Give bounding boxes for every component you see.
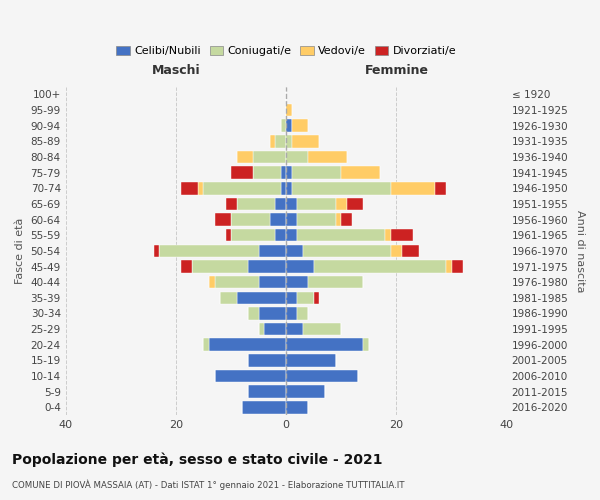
Bar [286, 276, 308, 288]
Bar [215, 214, 231, 226]
Bar [292, 120, 308, 132]
Text: Popolazione per età, sesso e stato civile - 2021: Popolazione per età, sesso e stato civil… [12, 452, 383, 467]
Bar [198, 182, 203, 194]
Bar [308, 276, 364, 288]
Bar [286, 135, 292, 147]
Bar [231, 214, 269, 226]
Bar [259, 276, 286, 288]
Bar [336, 214, 341, 226]
Bar [226, 229, 231, 241]
Bar [269, 135, 275, 147]
Bar [452, 260, 463, 273]
Bar [275, 198, 286, 210]
Text: Femmine: Femmine [364, 64, 428, 77]
Bar [248, 307, 259, 320]
Bar [336, 198, 347, 210]
Bar [292, 166, 341, 179]
Bar [286, 244, 303, 257]
Bar [297, 307, 308, 320]
Bar [236, 292, 286, 304]
Bar [269, 214, 286, 226]
Bar [203, 338, 209, 351]
Bar [297, 229, 385, 241]
Bar [281, 182, 286, 194]
Bar [364, 338, 369, 351]
Bar [248, 260, 286, 273]
Bar [275, 229, 286, 241]
Bar [160, 244, 259, 257]
Bar [286, 338, 364, 351]
Y-axis label: Fasce di età: Fasce di età [15, 218, 25, 284]
Bar [236, 151, 253, 164]
Bar [286, 386, 325, 398]
Bar [248, 386, 286, 398]
Legend: Celibi/Nubili, Coniugati/e, Vedovi/e, Divorziati/e: Celibi/Nubili, Coniugati/e, Vedovi/e, Di… [112, 42, 461, 60]
Bar [286, 198, 297, 210]
Bar [286, 401, 308, 413]
Bar [286, 229, 297, 241]
Bar [259, 244, 286, 257]
Bar [220, 292, 236, 304]
Bar [308, 151, 347, 164]
Bar [253, 151, 286, 164]
Text: Maschi: Maschi [152, 64, 200, 77]
Bar [286, 182, 292, 194]
Bar [286, 354, 336, 366]
Bar [303, 323, 341, 336]
Bar [286, 166, 292, 179]
Bar [286, 370, 358, 382]
Bar [248, 354, 286, 366]
Bar [181, 182, 198, 194]
Bar [193, 260, 248, 273]
Bar [297, 214, 336, 226]
Bar [253, 166, 281, 179]
Bar [215, 370, 286, 382]
Bar [236, 198, 275, 210]
Bar [292, 182, 391, 194]
Bar [226, 198, 236, 210]
Y-axis label: Anni di nascita: Anni di nascita [575, 210, 585, 292]
Bar [286, 151, 308, 164]
Text: COMUNE DI PIOVÀ MASSAIA (AT) - Dati ISTAT 1° gennaio 2021 - Elaborazione TUTTITA: COMUNE DI PIOVÀ MASSAIA (AT) - Dati ISTA… [12, 480, 404, 490]
Bar [259, 307, 286, 320]
Bar [286, 323, 303, 336]
Bar [303, 244, 391, 257]
Bar [203, 182, 281, 194]
Bar [446, 260, 452, 273]
Bar [209, 338, 286, 351]
Bar [215, 276, 259, 288]
Bar [297, 292, 314, 304]
Bar [264, 323, 286, 336]
Bar [385, 229, 391, 241]
Bar [341, 214, 352, 226]
Bar [286, 214, 297, 226]
Bar [286, 292, 297, 304]
Bar [286, 260, 314, 273]
Bar [286, 120, 292, 132]
Bar [286, 104, 292, 117]
Bar [341, 166, 380, 179]
Bar [242, 401, 286, 413]
Bar [286, 307, 297, 320]
Bar [281, 166, 286, 179]
Bar [347, 198, 364, 210]
Bar [281, 120, 286, 132]
Bar [435, 182, 446, 194]
Bar [259, 323, 264, 336]
Bar [314, 260, 446, 273]
Bar [297, 198, 336, 210]
Bar [314, 292, 319, 304]
Bar [402, 244, 419, 257]
Bar [181, 260, 193, 273]
Bar [231, 229, 275, 241]
Bar [209, 276, 215, 288]
Bar [154, 244, 160, 257]
Bar [391, 182, 435, 194]
Bar [391, 244, 402, 257]
Bar [391, 229, 413, 241]
Bar [292, 135, 319, 147]
Bar [275, 135, 286, 147]
Bar [231, 166, 253, 179]
